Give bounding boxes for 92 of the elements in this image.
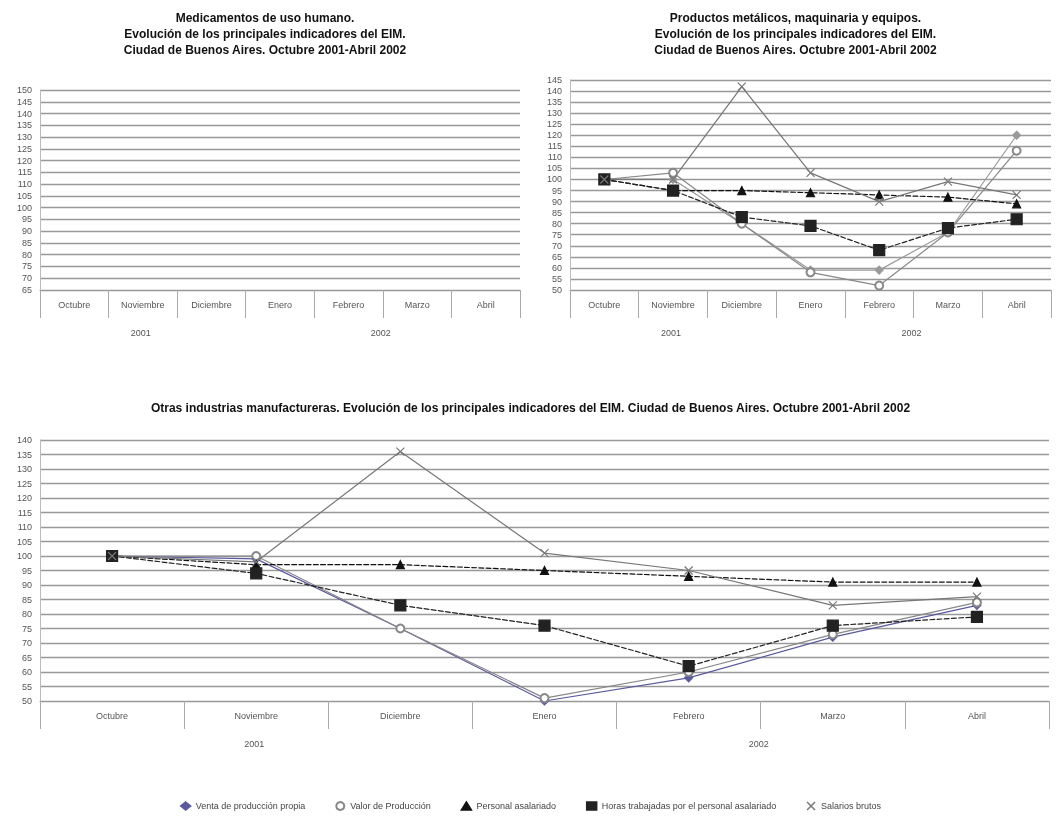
x-tick-label: Noviembre — [121, 299, 165, 310]
y-tick-label: 100 — [16, 202, 32, 213]
legend-label: Venta de producción propia — [195, 801, 306, 811]
x-tick-label: Noviembre — [234, 710, 278, 721]
x-tick-label: Octubre — [58, 299, 91, 310]
x-tick-label: Noviembre — [651, 299, 695, 310]
x-tick-label: Abril — [967, 710, 986, 721]
y-tick-label: 145 — [546, 75, 562, 85]
y-tick-label: 120 — [546, 130, 562, 141]
y-tick-label: 80 — [21, 249, 32, 260]
y-tick-label: 120 — [16, 493, 32, 503]
y-tick-label: 115 — [547, 141, 562, 152]
y-tick-label: 125 — [546, 119, 562, 130]
x-tick-label: Octubre — [588, 299, 621, 310]
text: 2002 — [748, 738, 769, 749]
y-tick-label: 130 — [16, 132, 32, 143]
legend-label: Personal asalariado — [476, 801, 556, 811]
y-tick-label: 110 — [17, 522, 32, 532]
y-tick-label: 55 — [21, 681, 32, 692]
y-tick-label: 105 — [546, 163, 562, 174]
x-tick-label: Enero — [798, 299, 823, 310]
y-tick-label: 95 — [21, 214, 32, 225]
legend-label: Salarios brutos — [821, 801, 882, 811]
y-tick-label: 135 — [16, 449, 32, 460]
y-tick-label: 140 — [16, 435, 32, 445]
y-tick-label: 125 — [16, 478, 32, 489]
legend-label: Valor de Producción — [350, 801, 431, 811]
x-tick-label: Febrero — [863, 299, 895, 310]
y-tick-label: 65 — [551, 251, 562, 262]
x-tick-label: Octubre — [96, 710, 129, 721]
y-tick-label: 65 — [21, 285, 32, 295]
text: 2001 — [130, 327, 151, 338]
y-tick-label: 105 — [16, 536, 32, 547]
y-tick-label: 85 — [21, 237, 32, 248]
y-tick-label: 150 — [16, 85, 32, 95]
x-tick-label: Abril — [1007, 299, 1026, 310]
y-tick-label: 50 — [551, 285, 562, 295]
y-tick-label: 115 — [17, 167, 32, 178]
y-tick-label: 90 — [21, 226, 32, 237]
y-tick-label: 135 — [546, 97, 562, 108]
y-tick-label: 130 — [16, 464, 32, 474]
x-tick-label: Febrero — [672, 710, 705, 721]
y-tick-label: 75 — [551, 229, 562, 240]
text: 2002 — [370, 327, 391, 338]
y-tick-label: 110 — [17, 179, 32, 190]
chart-title: Productos metálicos, maquinaria y equipos. Evolución de los principales indicadores del EIM. Ciudad de Buenos Aires. Octubre 2001-Abril 2002 — [654, 11, 937, 57]
y-tick-label: 120 — [16, 155, 32, 166]
y-tick-label: 80 — [551, 218, 562, 229]
x-tick-label: Febrero — [332, 299, 365, 310]
y-tick-label: 100 — [546, 174, 562, 185]
y-tick-label: 115 — [17, 507, 32, 518]
y-tick-label: 55 — [551, 273, 562, 284]
y-tick-label: 60 — [21, 667, 32, 677]
text: 2001 — [244, 738, 265, 749]
y-tick-label: 90 — [21, 580, 32, 590]
chart-title: Medicamentos de uso humano. Evolución de los principales indicadores del EIM. Ciudad de Buenos Aires. Octubre 2001-Abril 2002 — [123, 11, 407, 57]
x-tick-label: Marzo — [820, 710, 846, 721]
y-tick-label: 65 — [21, 652, 32, 663]
x-tick-label: Diciembre — [380, 710, 421, 721]
y-tick-label: 140 — [546, 86, 562, 97]
y-tick-label: 70 — [551, 240, 562, 251]
y-tick-label: 145 — [16, 96, 32, 107]
y-tick-label: 130 — [546, 108, 562, 119]
y-tick-label: 125 — [16, 143, 32, 154]
legend-label: Horas trabajadas por el personal asalariado — [601, 801, 777, 811]
y-tick-label: 70 — [21, 638, 32, 648]
x-tick-label: Enero — [267, 299, 293, 310]
x-tick-label: Marzo — [935, 299, 961, 310]
y-tick-label: 70 — [21, 273, 32, 284]
y-tick-label: 50 — [21, 696, 32, 706]
x-tick-label: Enero — [532, 710, 557, 721]
y-tick-label: 95 — [551, 185, 562, 196]
text: 2002 — [901, 327, 922, 338]
x-tick-label: Diciembre — [191, 299, 232, 310]
y-tick-label: 110 — [547, 152, 562, 163]
y-tick-label: 95 — [21, 565, 32, 576]
x-tick-label: Diciembre — [721, 299, 763, 310]
x-tick-label: Abril — [476, 299, 495, 310]
y-tick-label: 85 — [551, 207, 562, 218]
y-tick-label: 90 — [551, 196, 562, 207]
y-tick-label: 75 — [21, 261, 32, 272]
y-tick-label: 100 — [16, 551, 32, 561]
y-tick-label: 105 — [16, 190, 32, 201]
text: 2001 — [661, 327, 682, 338]
y-tick-label: 75 — [21, 623, 32, 634]
y-tick-label: 85 — [21, 594, 32, 605]
x-tick-label: Marzo — [404, 299, 430, 310]
y-tick-label: 80 — [21, 609, 32, 619]
chart-title: Otras industrias manufactureras. Evolución de los principales indicadores del EIM. Ciudad de Buenos Aires. Octubre 2001-Abril 2002 — [150, 401, 911, 415]
y-tick-label: 140 — [16, 108, 32, 119]
y-tick-label: 135 — [16, 120, 32, 131]
y-tick-label: 60 — [551, 262, 562, 273]
